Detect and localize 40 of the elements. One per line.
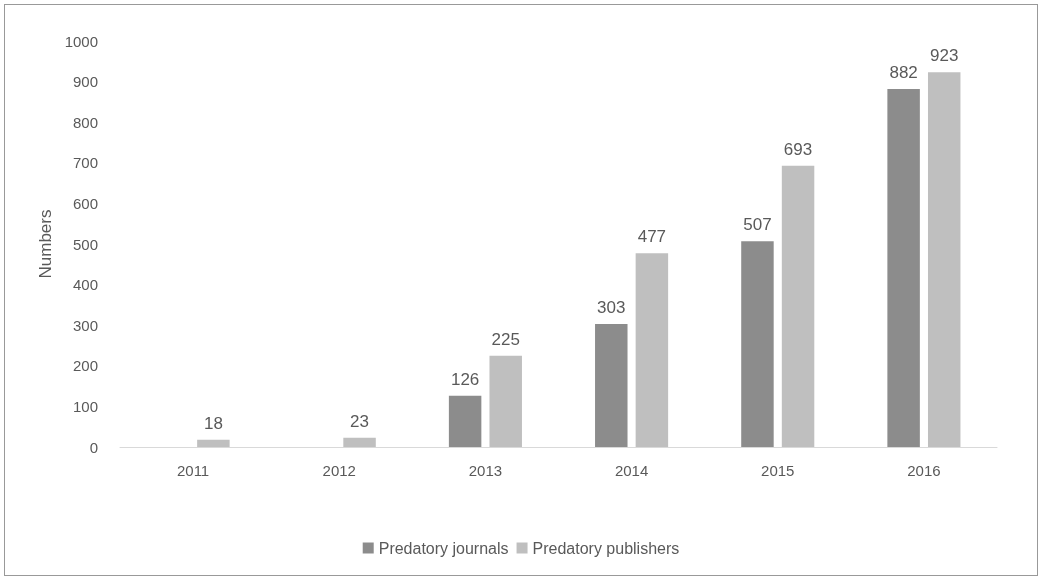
data-label: 477: [637, 227, 667, 247]
data-label: 693: [783, 139, 813, 159]
bar: [448, 395, 482, 447]
y-tick-label: 800: [72, 113, 98, 131]
bar: [887, 88, 920, 447]
data-label: 126: [450, 369, 480, 389]
y-tick-label: 500: [72, 235, 98, 253]
bar: [927, 72, 961, 447]
data-label: 923: [930, 46, 959, 66]
y-tick-label: 400: [72, 276, 98, 294]
y-tick-label: 0: [89, 438, 98, 456]
data-label: 303: [597, 297, 626, 317]
x-tick-label: 2012: [322, 462, 356, 479]
x-tick-label: 2015: [761, 462, 795, 479]
bar: [635, 253, 669, 447]
data-label: 23: [350, 411, 370, 431]
y-tick-label: 1000: [64, 32, 98, 50]
y-axis-title: Numbers: [35, 209, 55, 279]
y-tick-label: 100: [72, 397, 98, 415]
x-tick-label: 2013: [468, 462, 503, 479]
bar: [781, 165, 815, 447]
data-label: 18: [203, 413, 223, 433]
legend-label: Predatory journals: [378, 539, 509, 557]
bar: [343, 437, 376, 447]
y-tick-label: 200: [72, 357, 98, 375]
bar: [741, 241, 774, 447]
data-label: 507: [743, 215, 772, 235]
x-tick-label: 2016: [907, 462, 941, 479]
x-tick-label: 2014: [614, 462, 649, 479]
data-label: 882: [889, 62, 918, 82]
legend-label: Predatory publishers: [532, 539, 680, 557]
y-tick-label: 900: [72, 73, 98, 91]
data-label: 225: [491, 329, 520, 349]
y-tick-label: 600: [72, 194, 98, 212]
x-tick-label: 2011: [176, 462, 210, 479]
y-tick-label: 700: [72, 154, 98, 172]
bar: [197, 439, 230, 447]
y-tick-label: 300: [72, 316, 98, 334]
bar: [489, 355, 522, 447]
bar: [595, 323, 628, 447]
